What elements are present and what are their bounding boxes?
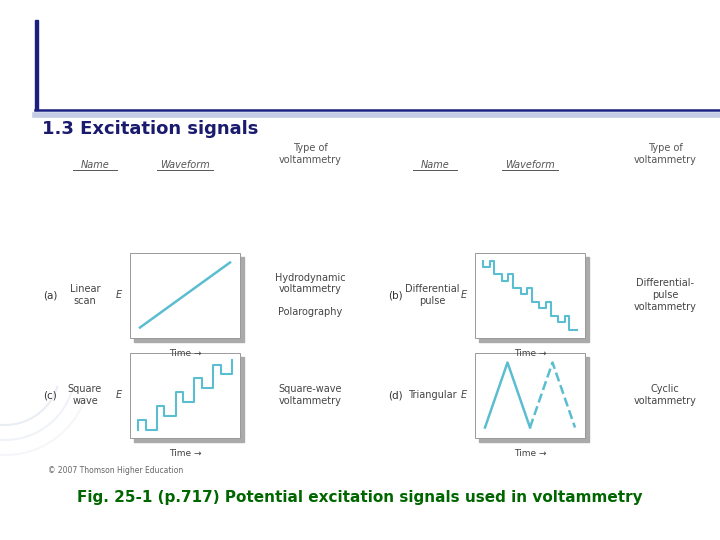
Text: Square
wave: Square wave [68,384,102,406]
Bar [130,353,240,437]
Text: Type of
voltammetry: Type of voltammetry [634,144,696,165]
Text: Time →: Time → [514,349,546,359]
Text: Fig. 25-1 (p.717) Potential excitation signals used in voltammetry: Fig. 25-1 (p.717) Potential excitation s… [77,490,643,505]
Text: Waveform: Waveform [505,160,555,170]
Text: Waveform: Waveform [160,160,210,170]
Text: E: E [461,390,467,400]
Text: Time →: Time → [168,349,202,359]
Text: (c): (c) [43,390,57,400]
Text: Differential
pulse: Differential pulse [405,284,459,306]
Text: E: E [461,290,467,300]
Bar [475,253,585,338]
Text: (b): (b) [387,290,402,300]
Text: Type of
voltammetry: Type of voltammetry [279,144,341,165]
Text: E: E [116,290,122,300]
Text: (d): (d) [387,390,402,400]
Text: Triangular: Triangular [408,390,456,400]
Bar [479,356,589,442]
Bar [134,356,244,442]
Bar [479,256,589,341]
Text: Name: Name [420,160,449,170]
Text: Time →: Time → [514,449,546,458]
Text: Square-wave
voltammetry: Square-wave voltammetry [278,384,342,406]
Bar [134,256,244,341]
Text: E: E [116,390,122,400]
Bar [35,20,38,110]
Text: 1.3 Excitation signals: 1.3 Excitation signals [42,120,258,138]
Text: Linear
scan: Linear scan [70,284,100,306]
Text: © 2007 Thomson Higher Education: © 2007 Thomson Higher Education [48,466,184,475]
Text: Cyclic
voltammetry: Cyclic voltammetry [634,384,696,406]
Bar [130,253,240,338]
Text: Differential-
pulse
voltammetry: Differential- pulse voltammetry [634,279,696,312]
Text: (a): (a) [42,290,57,300]
Text: Hydrodynamic
voltammetry

Polarography: Hydrodynamic voltammetry Polarography [275,273,346,318]
Bar [475,353,585,437]
Text: Name: Name [81,160,109,170]
Text: Time →: Time → [168,449,202,458]
